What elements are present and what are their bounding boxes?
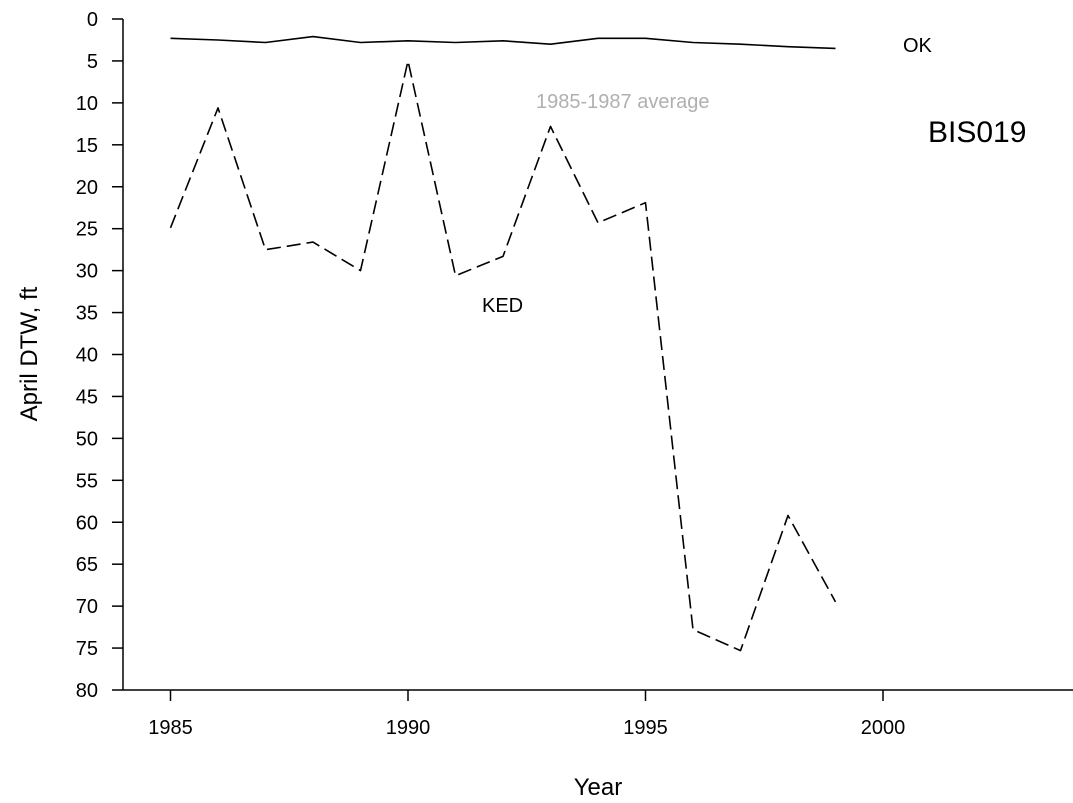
x-tick-label: 1985 (148, 717, 193, 739)
x-axis-title: Year (574, 774, 623, 801)
y-tick-label: 60 (76, 512, 98, 534)
y-tick-label: 20 (76, 177, 98, 199)
x-tick-label: 2000 (861, 717, 906, 739)
y-tick-label: 15 (76, 135, 98, 157)
y-tick-label: 30 (76, 261, 98, 283)
y-tick-label: 65 (76, 554, 98, 576)
station-label: BIS019 (928, 116, 1026, 149)
x-tick-label: 1990 (386, 717, 431, 739)
y-tick-label: 40 (76, 345, 98, 367)
y-tick-label: 10 (76, 93, 98, 115)
y-tick-label: 80 (76, 680, 98, 702)
y-tick-label: 70 (76, 596, 98, 618)
x-tick-label: 1995 (623, 717, 668, 739)
y-tick-label: 75 (76, 638, 98, 660)
y-axis-title: April DTW, ft (16, 286, 43, 421)
series-label-ok: OK (903, 35, 933, 57)
ticks: 0 5 10 15 20 25 30 35 40 45 50 55 60 65 70 75 80 1985 1990… (76, 9, 906, 739)
series-label-ked: KED (482, 295, 523, 317)
y-tick-label: 5 (87, 51, 98, 73)
y-tick-label: 50 (76, 428, 98, 450)
y-tick-label: 25 (76, 219, 98, 241)
y-tick-label: 35 (76, 303, 98, 325)
series-line-ok (170, 35, 836, 50)
y-tick-label: 0 (87, 9, 98, 31)
average-annotation: 1985-1987 average (536, 91, 709, 113)
series (169, 35, 837, 652)
y-tick-label: 45 (76, 386, 98, 408)
y-tick-label: 55 (76, 470, 98, 492)
series-line-ked (169, 60, 837, 652)
